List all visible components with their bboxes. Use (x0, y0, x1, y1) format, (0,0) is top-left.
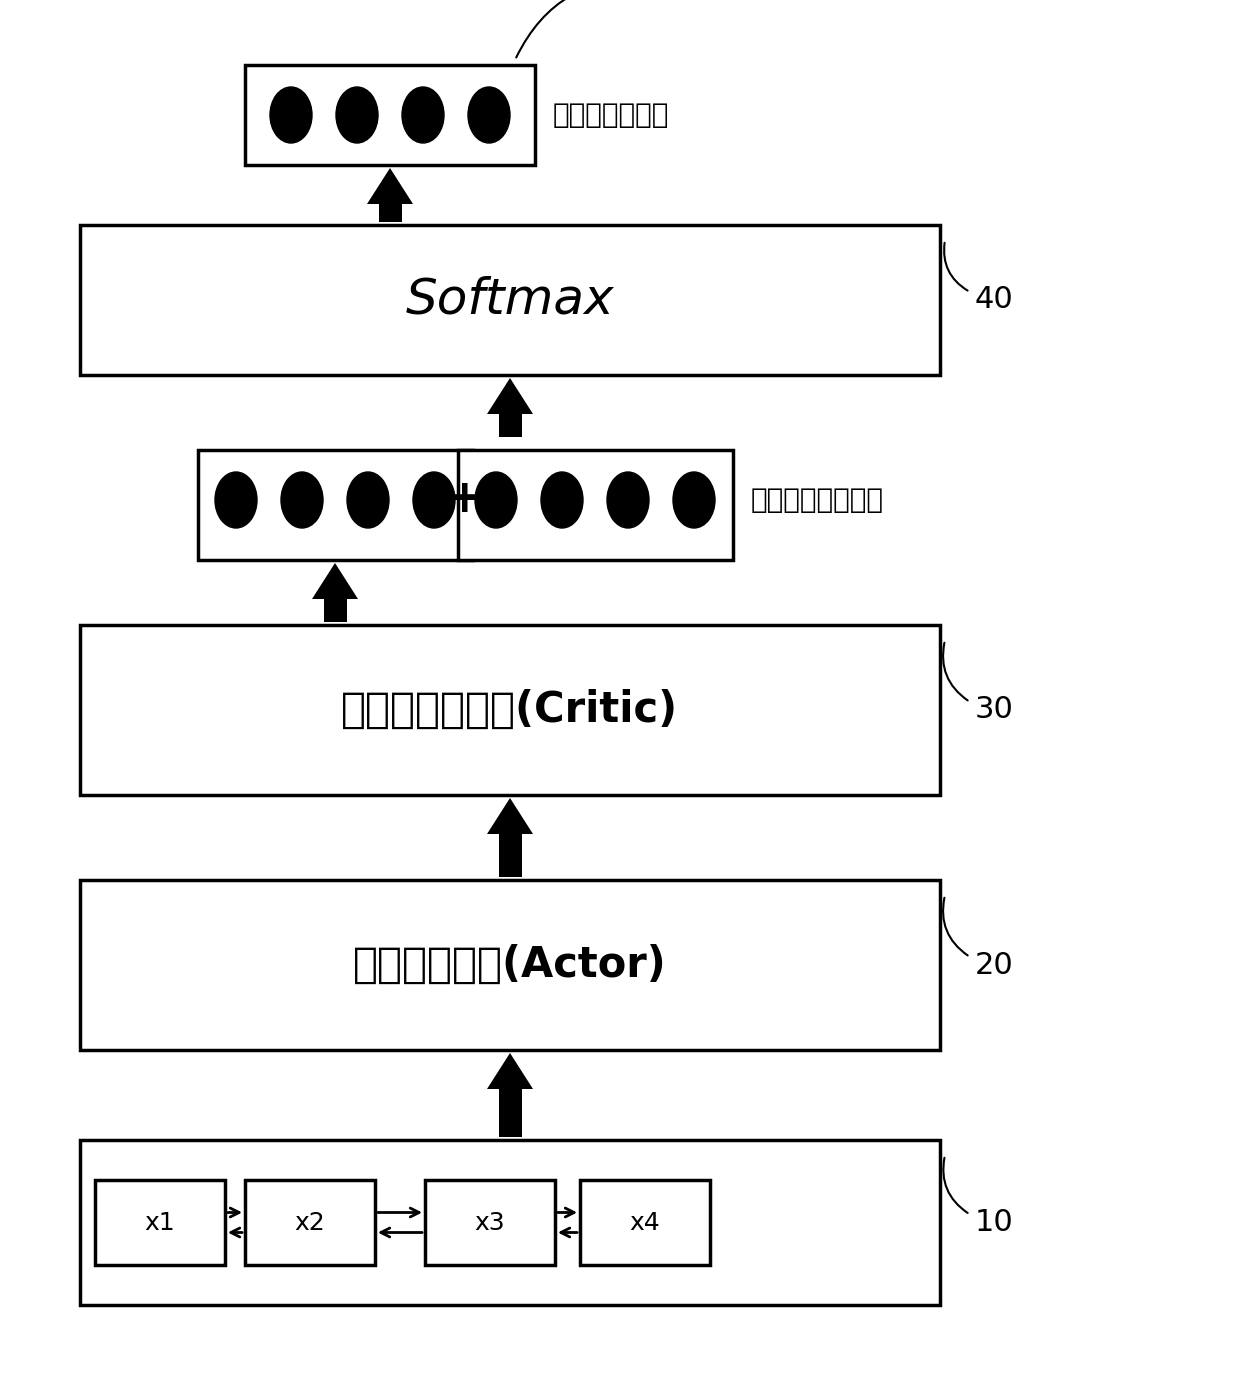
Text: x1: x1 (145, 1210, 175, 1235)
Text: 30: 30 (975, 696, 1014, 724)
Bar (580, 1180, 711, 1265)
Polygon shape (487, 378, 533, 414)
Ellipse shape (270, 87, 312, 144)
Ellipse shape (541, 472, 583, 529)
Ellipse shape (475, 472, 517, 529)
Text: x2: x2 (295, 1210, 325, 1235)
Bar (498, 414, 522, 437)
Text: 语言模型输出概率: 语言模型输出概率 (750, 486, 883, 513)
Bar (81, 625, 940, 795)
Bar (324, 599, 346, 622)
Text: Softmax: Softmax (405, 276, 614, 324)
Bar (246, 1180, 374, 1265)
Bar (378, 204, 402, 222)
Text: 10: 10 (975, 1208, 1014, 1236)
Bar (246, 65, 534, 166)
Polygon shape (367, 168, 413, 204)
Bar (498, 1089, 522, 1137)
Ellipse shape (402, 87, 444, 144)
Bar (197, 450, 472, 560)
Ellipse shape (336, 87, 378, 144)
Text: x4: x4 (630, 1210, 661, 1235)
Text: 语句抚取网络(Actor): 语句抚取网络(Actor) (353, 944, 667, 985)
Text: 40: 40 (975, 286, 1014, 315)
Ellipse shape (608, 472, 649, 529)
Ellipse shape (215, 472, 257, 529)
Bar (95, 1180, 224, 1265)
Ellipse shape (413, 472, 455, 529)
Text: 多特征分类网络(Critic): 多特征分类网络(Critic) (341, 689, 678, 731)
Bar (425, 1180, 556, 1265)
Text: 各选项输出概率: 各选项输出概率 (553, 101, 670, 128)
Polygon shape (312, 563, 358, 599)
Text: x3: x3 (475, 1210, 506, 1235)
Ellipse shape (467, 87, 510, 144)
Bar (81, 225, 940, 375)
Ellipse shape (281, 472, 322, 529)
Ellipse shape (347, 472, 389, 529)
Bar (458, 450, 733, 560)
Bar (81, 880, 940, 1050)
Text: +: + (445, 477, 485, 523)
Text: 20: 20 (975, 951, 1014, 980)
Bar (81, 1140, 940, 1305)
Polygon shape (487, 798, 533, 834)
Polygon shape (487, 1053, 533, 1089)
Ellipse shape (673, 472, 715, 529)
Bar (498, 834, 522, 878)
